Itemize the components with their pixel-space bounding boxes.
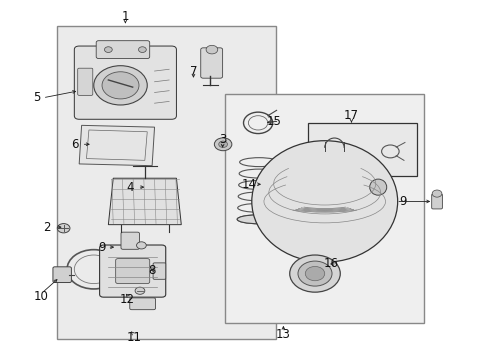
Text: 2: 2 [43,221,50,234]
Bar [57,26,276,339]
Ellipse shape [369,179,386,195]
Text: 12: 12 [119,293,134,306]
Circle shape [104,47,112,53]
Text: 17: 17 [343,109,358,122]
Bar [224,94,424,323]
Text: 8: 8 [148,264,156,276]
FancyBboxPatch shape [153,263,165,279]
FancyBboxPatch shape [78,68,93,95]
Circle shape [102,72,139,99]
FancyBboxPatch shape [53,267,71,283]
Circle shape [205,45,217,54]
Text: 9: 9 [398,195,406,208]
Text: 14: 14 [242,178,256,191]
Circle shape [214,138,231,151]
Polygon shape [79,125,154,166]
Text: 6: 6 [71,138,79,151]
Text: 7: 7 [189,64,197,77]
Circle shape [94,66,147,105]
Polygon shape [108,178,181,225]
Text: 13: 13 [275,328,290,341]
FancyBboxPatch shape [100,245,165,297]
Text: 15: 15 [265,114,281,127]
Text: 4: 4 [126,181,134,194]
Circle shape [305,266,324,281]
Text: 11: 11 [126,331,142,344]
Bar [307,123,416,176]
Circle shape [135,287,144,294]
Circle shape [289,255,340,292]
Text: 9: 9 [98,240,105,254]
FancyBboxPatch shape [74,46,176,119]
FancyBboxPatch shape [431,194,442,209]
FancyBboxPatch shape [96,41,149,59]
Circle shape [136,242,146,249]
FancyBboxPatch shape [121,232,139,249]
FancyBboxPatch shape [201,48,222,78]
Circle shape [218,141,227,148]
Text: 5: 5 [33,91,40,104]
Circle shape [57,224,70,233]
Circle shape [431,190,441,197]
Text: 3: 3 [219,134,226,147]
FancyBboxPatch shape [116,258,149,284]
Text: 16: 16 [323,257,338,270]
Text: 10: 10 [34,289,49,303]
Ellipse shape [237,215,281,224]
Circle shape [297,261,331,286]
FancyBboxPatch shape [129,298,155,310]
Text: 1: 1 [122,10,129,23]
Ellipse shape [251,141,397,262]
Circle shape [138,47,146,53]
